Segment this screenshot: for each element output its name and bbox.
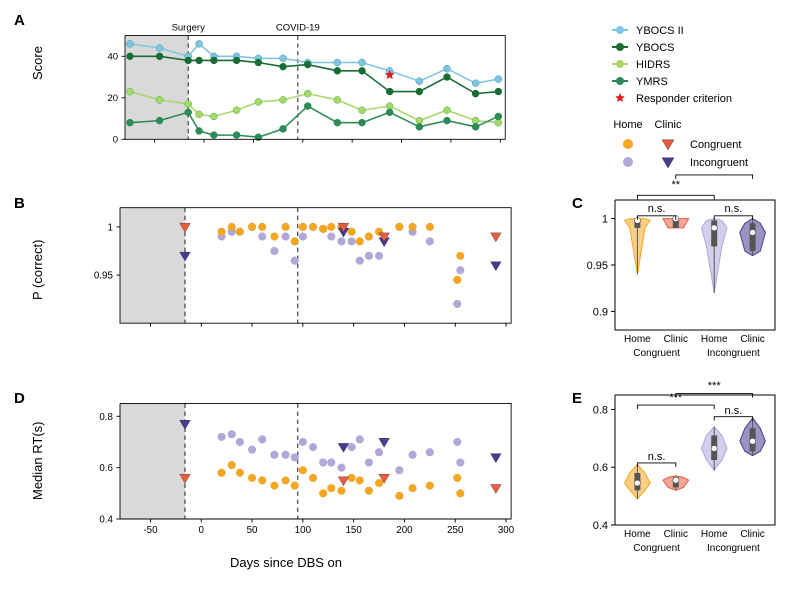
svg-text:n.s.: n.s. [648,451,666,463]
svg-text:0.6: 0.6 [99,463,113,474]
svg-text:250: 250 [447,525,464,536]
svg-text:YBOCS: YBOCS [636,42,675,54]
svg-text:0.4: 0.4 [593,520,608,532]
svg-text:**: ** [672,179,681,191]
svg-text:Surgery: Surgery [172,22,206,33]
svg-text:0.6: 0.6 [593,462,608,474]
panel-label-a: A [14,12,25,29]
legend-conditions: Home Clinic Congruent Incongruent [610,118,790,178]
svg-text:0.4: 0.4 [99,515,113,526]
panel-b-chart: 0.95 1 [80,200,520,338]
svg-text:Congruent: Congruent [690,139,741,151]
svg-text:150: 150 [346,525,363,536]
panel-e-chart: 0.4 0.6 0.8 Home Clinic Home Clinic Congruent In… [577,363,777,559]
x-axis-label: Days since DBS on [230,555,342,570]
svg-text:YBOCS II: YBOCS II [636,25,684,37]
svg-text:Home: Home [624,529,651,540]
svg-text:Incongruent: Incongruent [707,348,760,359]
svg-text:0.8: 0.8 [99,412,113,423]
svg-text:0.95: 0.95 [587,260,608,272]
panel-a-chart: 0 20 40 Surgery COVID-19 [80,20,520,160]
svg-text:Home: Home [613,119,642,131]
svg-text:40: 40 [108,52,119,63]
svg-text:n.s.: n.s. [725,203,743,215]
legend-series: YBOCS II YBOCS HIDRS YMRS Responder criterio… [610,20,790,120]
panel-a-ylabel: Score [30,46,45,80]
svg-text:0.95: 0.95 [94,271,114,282]
svg-text:0: 0 [113,135,118,146]
svg-text:***: *** [708,380,722,392]
panel-label-b: B [14,195,25,212]
svg-text:0: 0 [199,525,205,536]
svg-text:COVID-19: COVID-19 [276,22,320,33]
svg-text:1: 1 [602,214,608,226]
panel-d-chart: -50 0 50 100 150 200 250 300 0.4 0.6 0.8 [80,395,520,547]
svg-text:Clinic: Clinic [655,119,682,131]
svg-text:Incongruent: Incongruent [690,157,748,169]
svg-text:200: 200 [396,525,413,536]
panel-b-ylabel: P (correct) [30,240,45,300]
svg-text:Clinic: Clinic [664,334,688,345]
panel-label-d: D [14,390,25,407]
svg-text:Clinic: Clinic [664,529,688,540]
svg-text:300: 300 [498,525,515,536]
svg-text:50: 50 [247,525,258,536]
svg-text:1: 1 [107,222,112,233]
svg-text:-50: -50 [143,525,158,536]
panel-d-ylabel: Median RT(s) [30,421,45,500]
svg-text:Incongruent: Incongruent [707,543,760,554]
svg-text:Congruent: Congruent [633,543,680,554]
svg-text:Clinic: Clinic [740,334,764,345]
svg-text:100: 100 [295,525,312,536]
svg-text:HIDRS: HIDRS [636,59,670,71]
svg-text:20: 20 [108,93,119,104]
svg-text:Home: Home [701,334,728,345]
svg-text:Home: Home [701,529,728,540]
svg-text:Responder criterion: Responder criterion [636,93,732,105]
svg-text:0.9: 0.9 [593,306,608,318]
panel-c-chart: 0.9 0.95 1 Home Clinic Home Clinic Congruent Inc… [577,168,777,364]
svg-text:Home: Home [624,334,651,345]
svg-text:0.8: 0.8 [593,404,608,416]
svg-text:Clinic: Clinic [740,529,764,540]
figure-root: A B C D E 02040SurgeryCOVID-19 Score 0.9… [0,0,800,605]
svg-text:n.s.: n.s. [725,405,743,417]
svg-text:Congruent: Congruent [633,348,680,359]
svg-text:YMRS: YMRS [636,76,668,88]
svg-text:n.s.: n.s. [648,203,666,215]
